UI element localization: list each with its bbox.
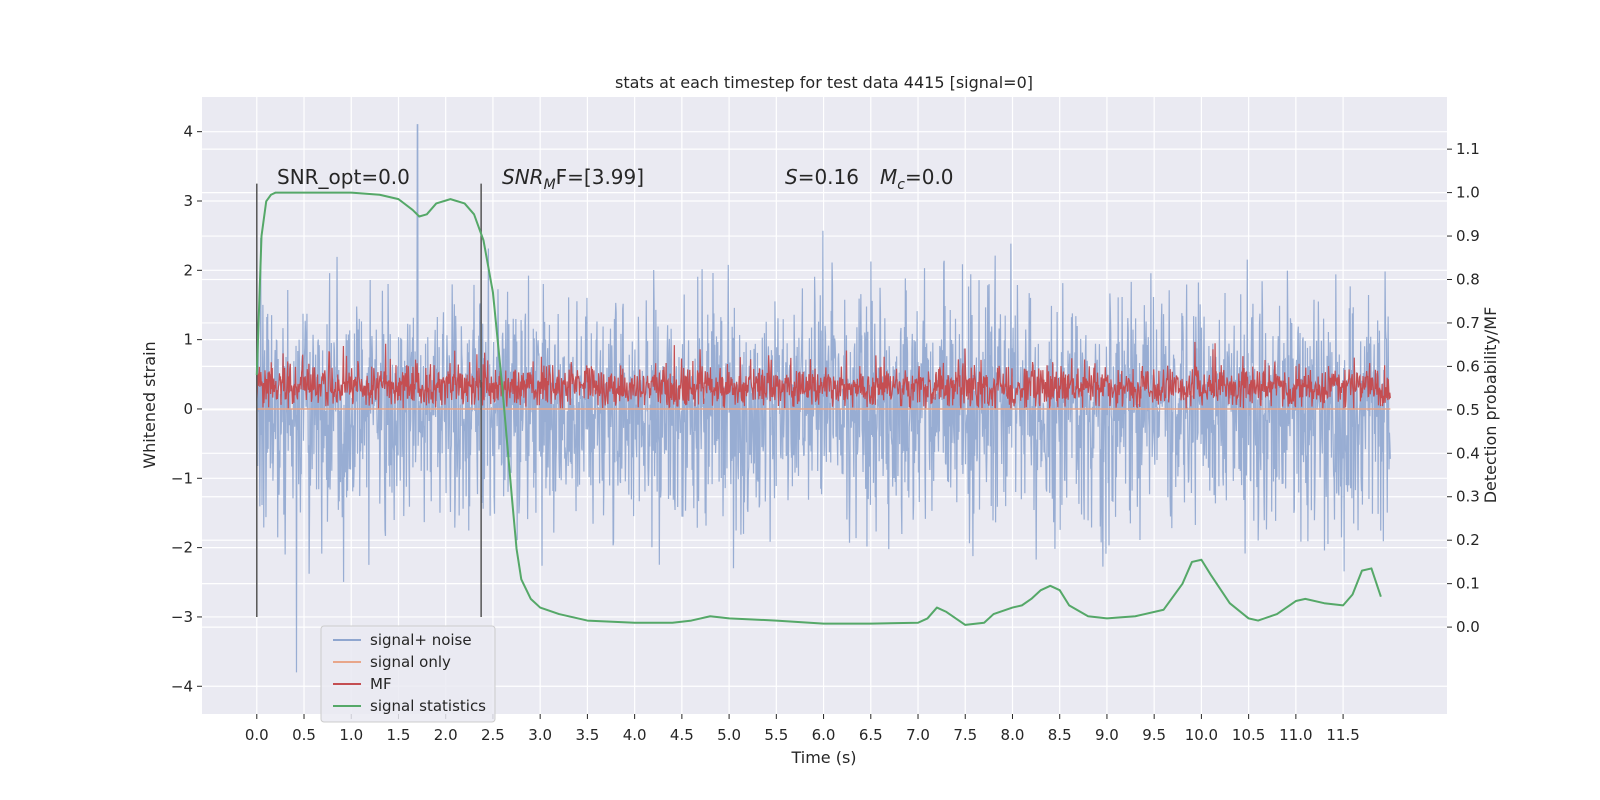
x-tick-label: 10.5 (1232, 726, 1265, 744)
s-annotation: S=0.16 (785, 165, 859, 189)
mc-value: =0.0 (905, 165, 954, 189)
x-axis-label: Time (s) (790, 748, 856, 767)
legend-box (320, 625, 496, 723)
x-tick-label: 1.0 (339, 726, 363, 744)
y-right-tick-label: 0.1 (1456, 575, 1480, 593)
x-tick-label: 4.5 (670, 726, 694, 744)
snr-opt-annotation: SNR_opt=0.0 (277, 165, 410, 189)
legend: signal+ noise signal only MF signal stat… (320, 625, 496, 723)
snr-mf-subscript: M (544, 177, 556, 193)
y-right-tick-label: 0.5 (1456, 401, 1480, 419)
legend-label-signal-statistics: signal statistics (370, 697, 486, 715)
x-tick-label: 6.5 (859, 726, 883, 744)
y-tick-label: −4 (171, 677, 193, 695)
y-tick-label: 2 (183, 261, 193, 279)
snr-mf-annotation: SNRMF=[3.99] (502, 165, 644, 193)
x-tick-label: 4.0 (623, 726, 647, 744)
x-tick-label: 9.0 (1095, 726, 1119, 744)
x-tick-label: 0.0 (245, 726, 269, 744)
window-markers (256, 183, 482, 617)
x-tick-label: 7.0 (906, 726, 930, 744)
x-tick-label: 1.5 (387, 726, 411, 744)
x-tick-label: 3.5 (575, 726, 599, 744)
y-right-tick-label: 0.0 (1456, 618, 1480, 636)
mf-series (256, 341, 1391, 410)
y-right-tick-label: 0.7 (1456, 314, 1480, 332)
y-right-tick-label: 1.1 (1456, 140, 1480, 158)
signal-statistics-series (255, 191, 1382, 626)
x-tick-label: 2.5 (481, 726, 505, 744)
signal-statistics-line (255, 191, 1382, 626)
x-tick-label: 10.0 (1185, 726, 1218, 744)
y-tick-label: 4 (183, 123, 193, 141)
x-tick-label: 0.5 (292, 726, 316, 744)
s-value: =0.16 (798, 165, 859, 189)
y-right-tick-label: 0.3 (1456, 488, 1480, 506)
x-tick-label: 7.5 (953, 726, 977, 744)
y-axis-ticks: −4 −3 −2 −1 0 1 2 3 4 (171, 123, 202, 695)
x-tick-label: 5.0 (717, 726, 741, 744)
y-tick-label: −2 (171, 539, 193, 557)
x-tick-label: 9.5 (1142, 726, 1166, 744)
y-right-tick-label: 0.4 (1456, 444, 1480, 462)
x-tick-label: 6.0 (812, 726, 836, 744)
y-axis-right-label: Detection probability/MF (1481, 307, 1500, 504)
x-tick-label: 2.0 (434, 726, 458, 744)
y-tick-label: 0 (183, 400, 193, 418)
x-tick-label: 11.5 (1326, 726, 1359, 744)
y-tick-label: −1 (171, 469, 193, 487)
legend-label-mf: MF (370, 675, 392, 693)
snr-mf-value: F=[3.99] (556, 165, 644, 189)
y-tick-label: 3 (183, 192, 193, 210)
y-right-tick-label: 0.8 (1456, 270, 1480, 288)
y-right-tick-label: 0.6 (1456, 357, 1480, 375)
x-tick-label: 8.5 (1048, 726, 1072, 744)
legend-label-signal-only: signal only (370, 653, 451, 671)
x-tick-label: 3.0 (528, 726, 552, 744)
y-tick-label: 1 (183, 331, 193, 349)
x-axis-ticks: 0.0 0.5 1.0 1.5 2.0 2.5 3.0 3.5 4.0 4.5 5.0 5.5 6.0 6… (245, 714, 1360, 744)
mc-name: M (880, 165, 897, 189)
mf-line (256, 341, 1391, 410)
x-tick-label: 5.5 (764, 726, 788, 744)
y-axis-label: Whitened strain (140, 341, 159, 468)
y-axis-right-ticks: 0.0 0.1 0.2 0.3 0.4 0.5 0.6 0.7 0.8 0.9 1.0 1.1 (1447, 140, 1480, 636)
mc-subscript: c (897, 177, 905, 193)
y-right-tick-label: 0.2 (1456, 531, 1480, 549)
s-name: S (785, 165, 798, 189)
snr-mf-name: SNR (502, 165, 544, 189)
x-tick-label: 8.0 (1001, 726, 1025, 744)
legend-label-signal-noise: signal+ noise (370, 631, 472, 649)
chart-title: stats at each timestep for test data 441… (615, 73, 1033, 92)
y-tick-label: −3 (171, 608, 193, 626)
mc-annotation: Mc=0.0 (880, 165, 954, 193)
x-tick-label: 11.0 (1279, 726, 1312, 744)
y-right-tick-label: 0.9 (1456, 227, 1480, 245)
y-right-tick-label: 1.0 (1456, 184, 1480, 202)
